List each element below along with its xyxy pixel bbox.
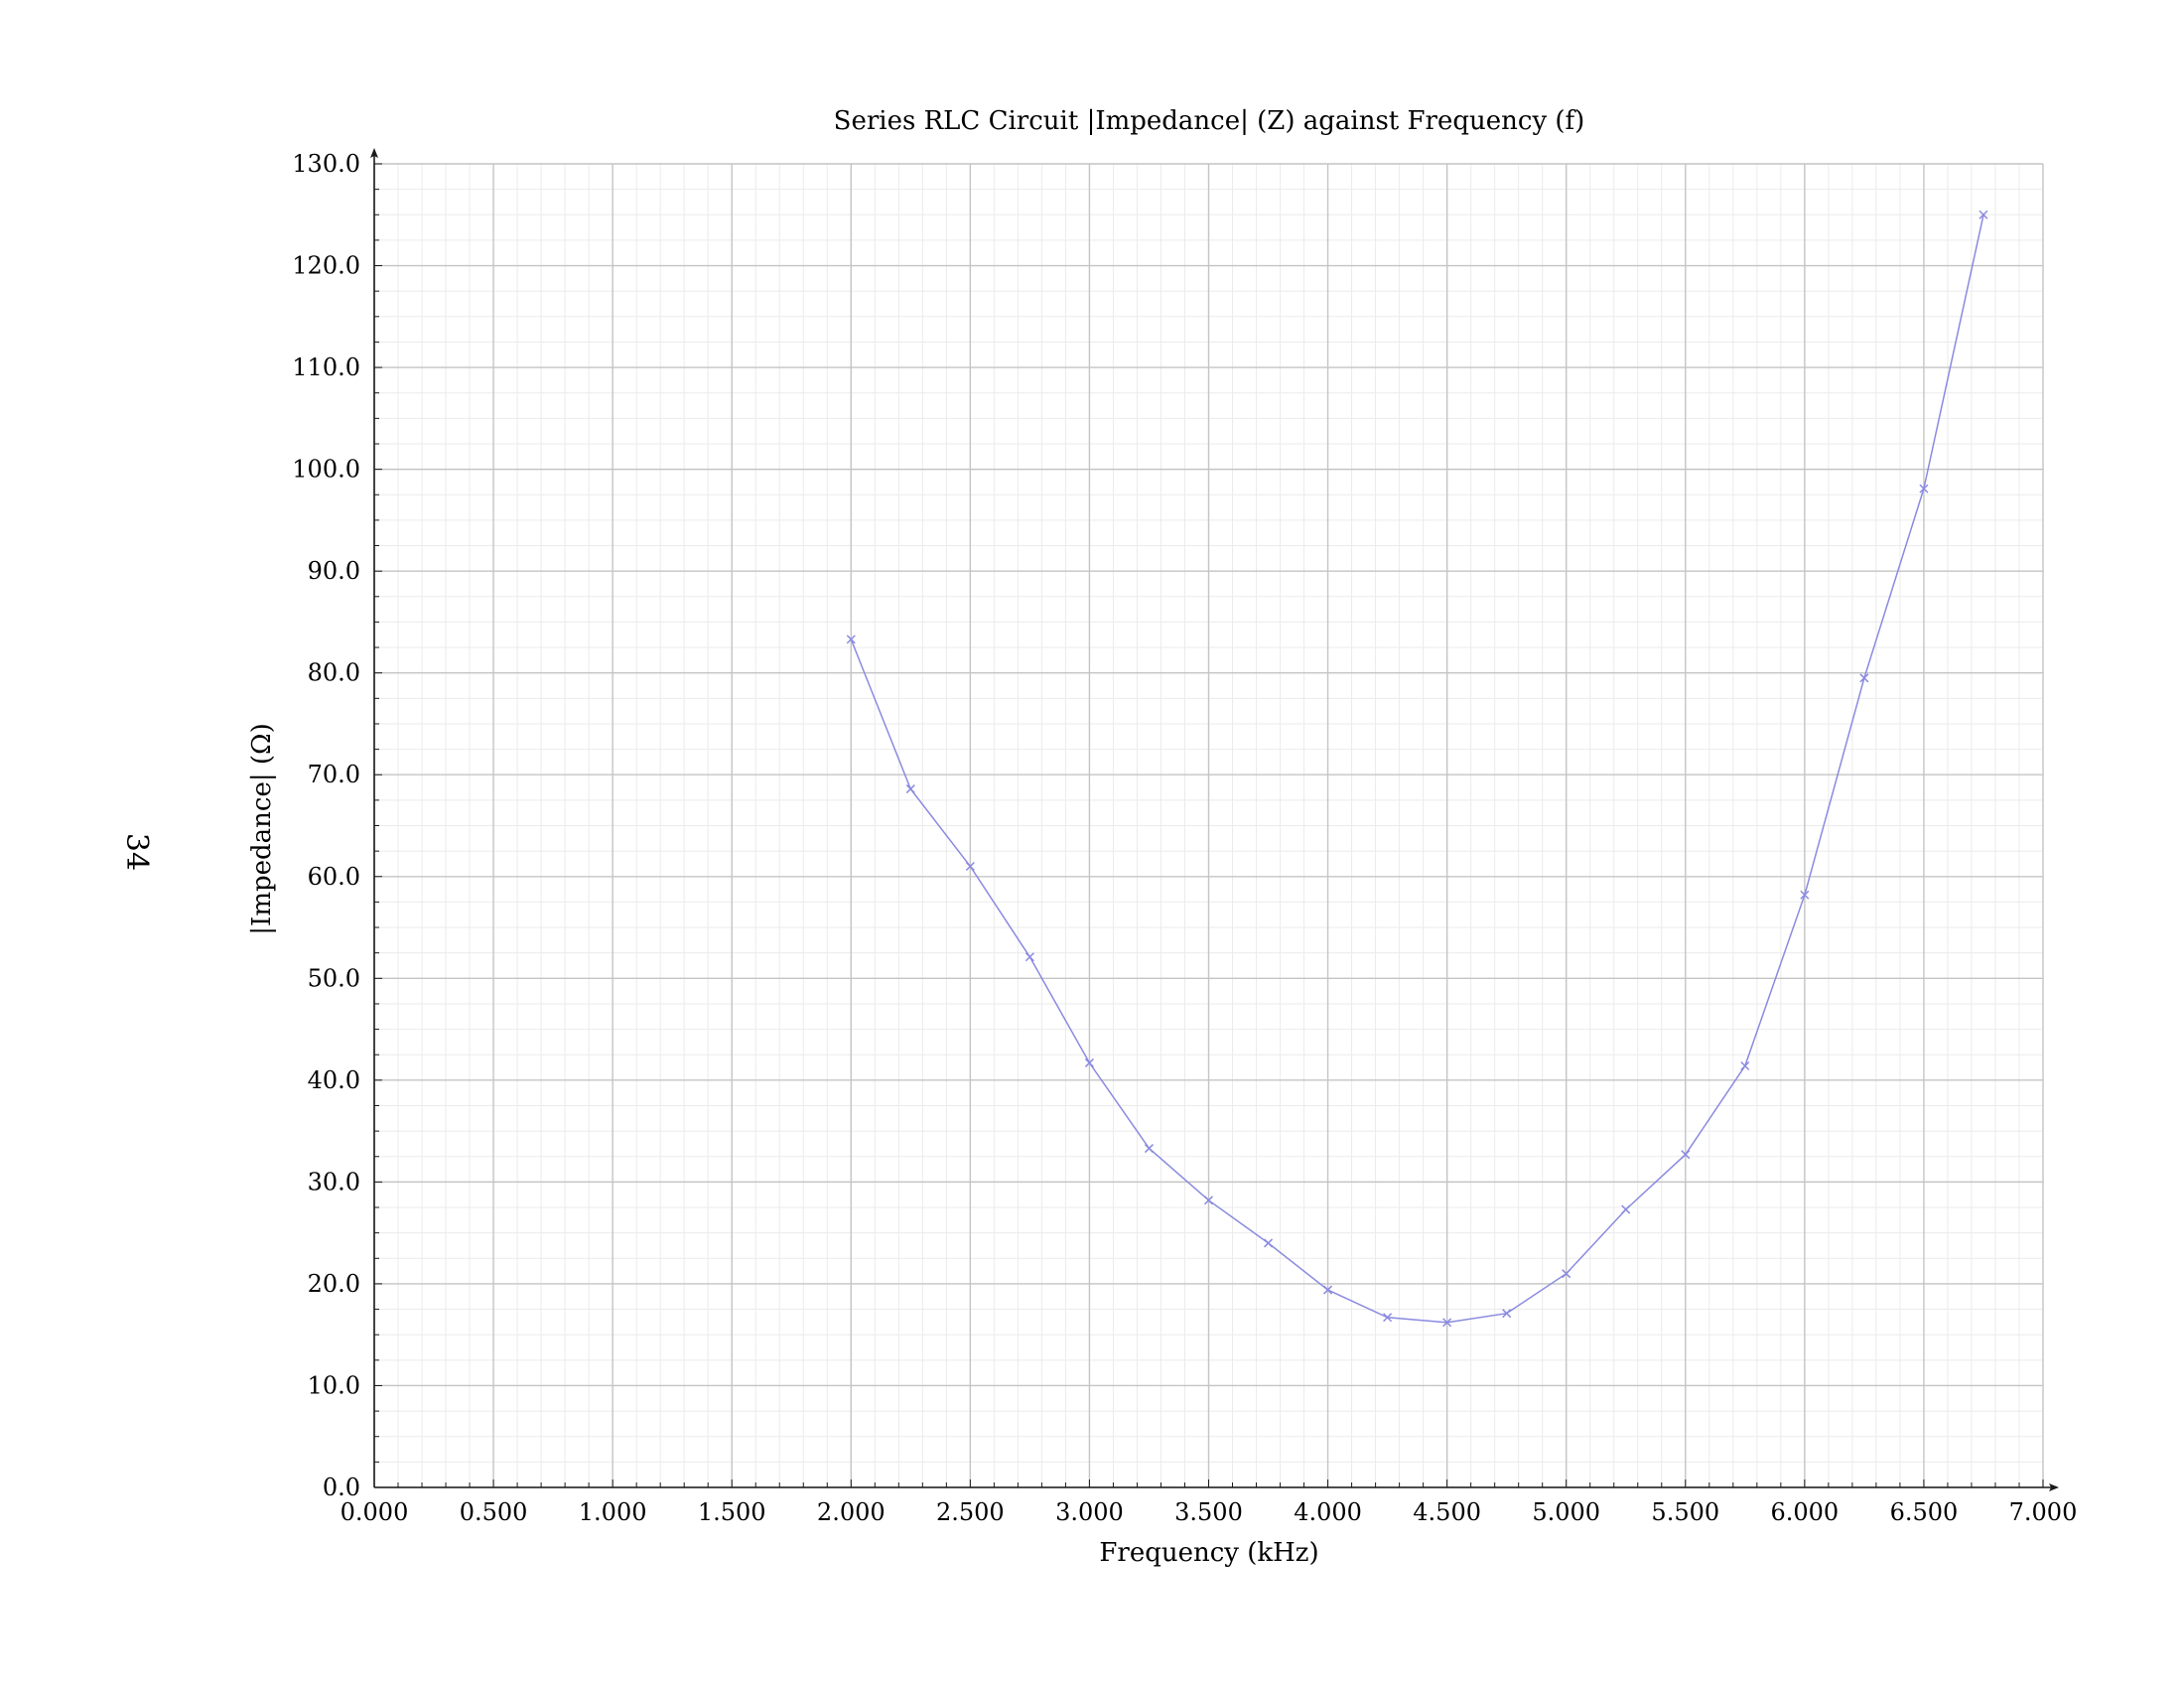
x-tick-label: 3.000	[1055, 1498, 1124, 1526]
chart-title: Series RLC Circuit |Impedance| (Z) again…	[834, 106, 1585, 136]
y-tick-label: 10.0	[308, 1371, 360, 1399]
x-tick-label: 6.500	[1890, 1498, 1959, 1526]
data-point-marker	[1084, 1057, 1094, 1067]
y-tick-label: 50.0	[308, 964, 360, 992]
y-tick-label: 90.0	[308, 557, 360, 585]
x-tick-label: 1.000	[579, 1498, 647, 1526]
x-tick-label: 7.000	[2009, 1498, 2078, 1526]
data-point-marker	[1859, 673, 1869, 683]
major-grid	[373, 163, 2044, 1488]
data-point-marker	[905, 784, 915, 794]
data-point-marker	[846, 634, 856, 644]
x-tick-label: 3.500	[1174, 1498, 1243, 1526]
y-tick-label: 120.0	[292, 252, 360, 280]
data-point-marker	[1800, 890, 1810, 900]
data-point-marker	[1203, 1196, 1214, 1205]
y-tick-label: 40.0	[308, 1066, 360, 1094]
y-tick-label: 70.0	[308, 761, 360, 788]
data-point-marker	[1024, 952, 1034, 962]
data-point-marker	[1264, 1238, 1274, 1248]
x-tick-label: 1.500	[698, 1498, 766, 1526]
x-tick-label: 0.500	[460, 1498, 528, 1526]
y-tick-label: 20.0	[308, 1270, 360, 1298]
x-tick-label: 5.000	[1532, 1498, 1600, 1526]
y-tick-label: 110.0	[292, 353, 360, 381]
x-tick-label: 2.000	[817, 1498, 886, 1526]
y-tick-label: 130.0	[292, 150, 360, 178]
y-axis-arrow	[370, 148, 378, 158]
x-tick-label: 0.000	[341, 1498, 409, 1526]
data-point-marker	[1681, 1150, 1691, 1160]
x-axis-arrow	[2049, 1483, 2059, 1491]
data-point-marker	[1442, 1318, 1452, 1328]
data-point-marker	[1979, 210, 1988, 219]
data-point-marker	[1144, 1144, 1154, 1154]
data-point-marker	[1740, 1060, 1750, 1071]
data-point-marker	[1383, 1313, 1393, 1323]
y-tick-label: 100.0	[292, 456, 360, 484]
data-point-marker	[1323, 1285, 1333, 1295]
x-axis-label: Frequency (kHz)	[1099, 1538, 1318, 1568]
y-axis-label: |Impedance| (Ω)	[247, 723, 277, 934]
data-point-marker	[1562, 1269, 1571, 1279]
axes	[370, 148, 2059, 1491]
x-tick-label: 5.500	[1651, 1498, 1719, 1526]
page-number: 34	[119, 833, 154, 871]
data-point-marker	[1919, 484, 1929, 493]
y-tick-label: 60.0	[308, 863, 360, 891]
x-tick-label: 6.000	[1770, 1498, 1839, 1526]
y-tick-label: 30.0	[308, 1168, 360, 1196]
x-tick-label: 2.500	[936, 1498, 1005, 1526]
series-layer	[846, 210, 1988, 1328]
data-point-marker	[1621, 1204, 1631, 1214]
x-tick-label: 4.500	[1413, 1498, 1481, 1526]
tick-labels: 0.000 0.500 1.000 1.500 2.000 2.500 3.000 3.500…	[292, 150, 2077, 1526]
y-tick-label: 0.0	[323, 1474, 360, 1501]
y-tick-label: 80.0	[308, 659, 360, 687]
axis-ticks	[373, 163, 2044, 1488]
data-point-marker	[965, 861, 975, 872]
series-line	[850, 214, 1984, 1324]
x-tick-label: 4.000	[1294, 1498, 1362, 1526]
data-point-marker	[1502, 1309, 1512, 1319]
